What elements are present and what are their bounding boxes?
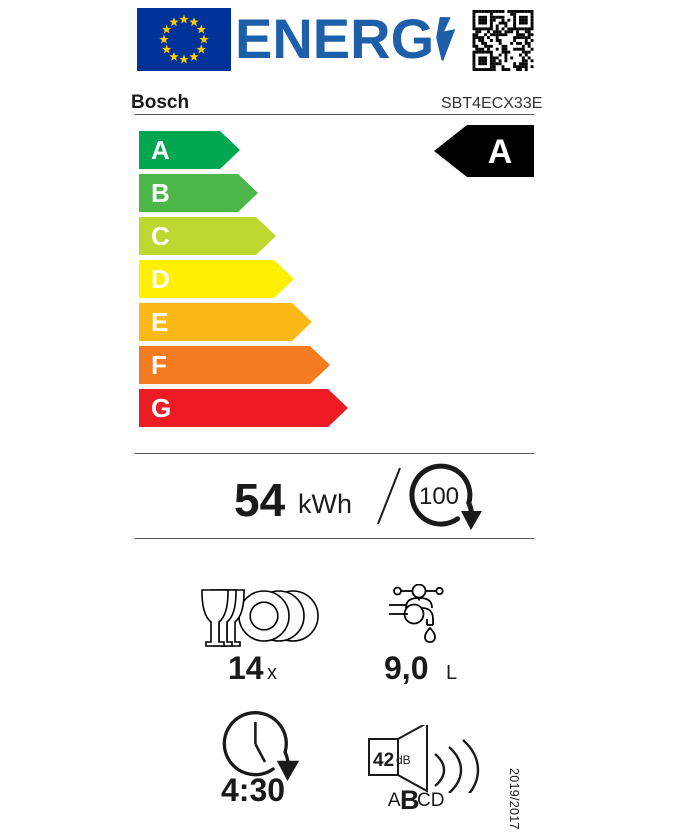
svg-text:A: A xyxy=(388,790,401,811)
svg-text:CD: CD xyxy=(417,790,444,811)
